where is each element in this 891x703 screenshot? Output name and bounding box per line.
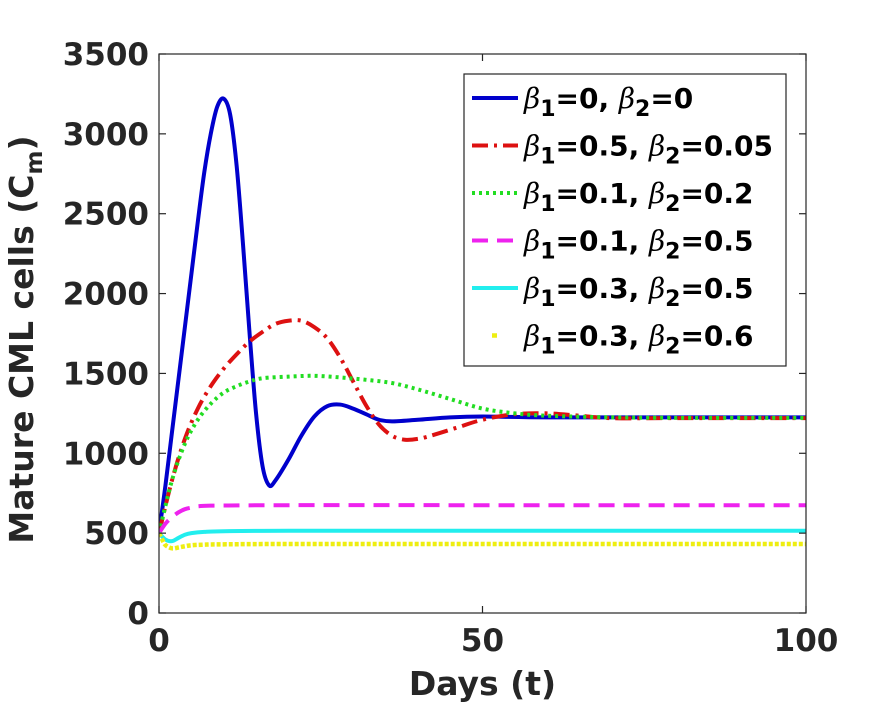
y-axis: 0 500 1000 1500 2000 2500 3000 3500	[63, 37, 806, 632]
y-tick-label: 500	[84, 516, 149, 552]
legend-label: β1=0.5, β2=0.05	[523, 130, 773, 170]
x-axis: 0 50 100	[148, 54, 838, 659]
y-axis-title-main: Mature CML cells (C	[2, 174, 41, 543]
y-axis-title-subscript: m	[22, 151, 48, 175]
x-axis-title: Days (t)	[409, 664, 556, 703]
series-line-1	[159, 96, 806, 534]
x-tick-label: 50	[461, 623, 504, 659]
series-line-3	[159, 373, 806, 534]
series-line-5	[159, 528, 806, 544]
y-tick-label: 3000	[63, 117, 149, 153]
y-tick-label: 1500	[63, 356, 149, 392]
y-tick-label: 0	[127, 596, 149, 632]
legend-label: β1=0.1, β2=0.2	[523, 177, 754, 217]
y-tick-label: 2000	[63, 277, 149, 313]
y-axis-title: Mature CML cells (Cm)	[2, 135, 48, 543]
legend-box	[463, 73, 787, 367]
y-axis-title-close: )	[2, 135, 41, 150]
y-tick-label: 1000	[63, 436, 149, 472]
series-line-4	[159, 503, 806, 535]
x-tick-label: 0	[148, 623, 170, 659]
series-line-6	[159, 532, 806, 551]
legend-label: β1=0.3, β2=0.6	[523, 320, 754, 360]
legend-label: β1=0.1, β2=0.5	[523, 225, 754, 265]
y-tick-label: 2500	[63, 197, 149, 233]
x-tick-label: 100	[774, 623, 839, 659]
legend-label: β1=0.3, β2=0.5	[523, 272, 754, 312]
y-tick-label: 3500	[63, 37, 149, 73]
legend: β1=0, β2=0 β1=0.5, β2=0.05 β1=0.1, β2=0.2 β…	[463, 73, 787, 367]
legend-label: β1=0, β2=0	[523, 82, 693, 122]
